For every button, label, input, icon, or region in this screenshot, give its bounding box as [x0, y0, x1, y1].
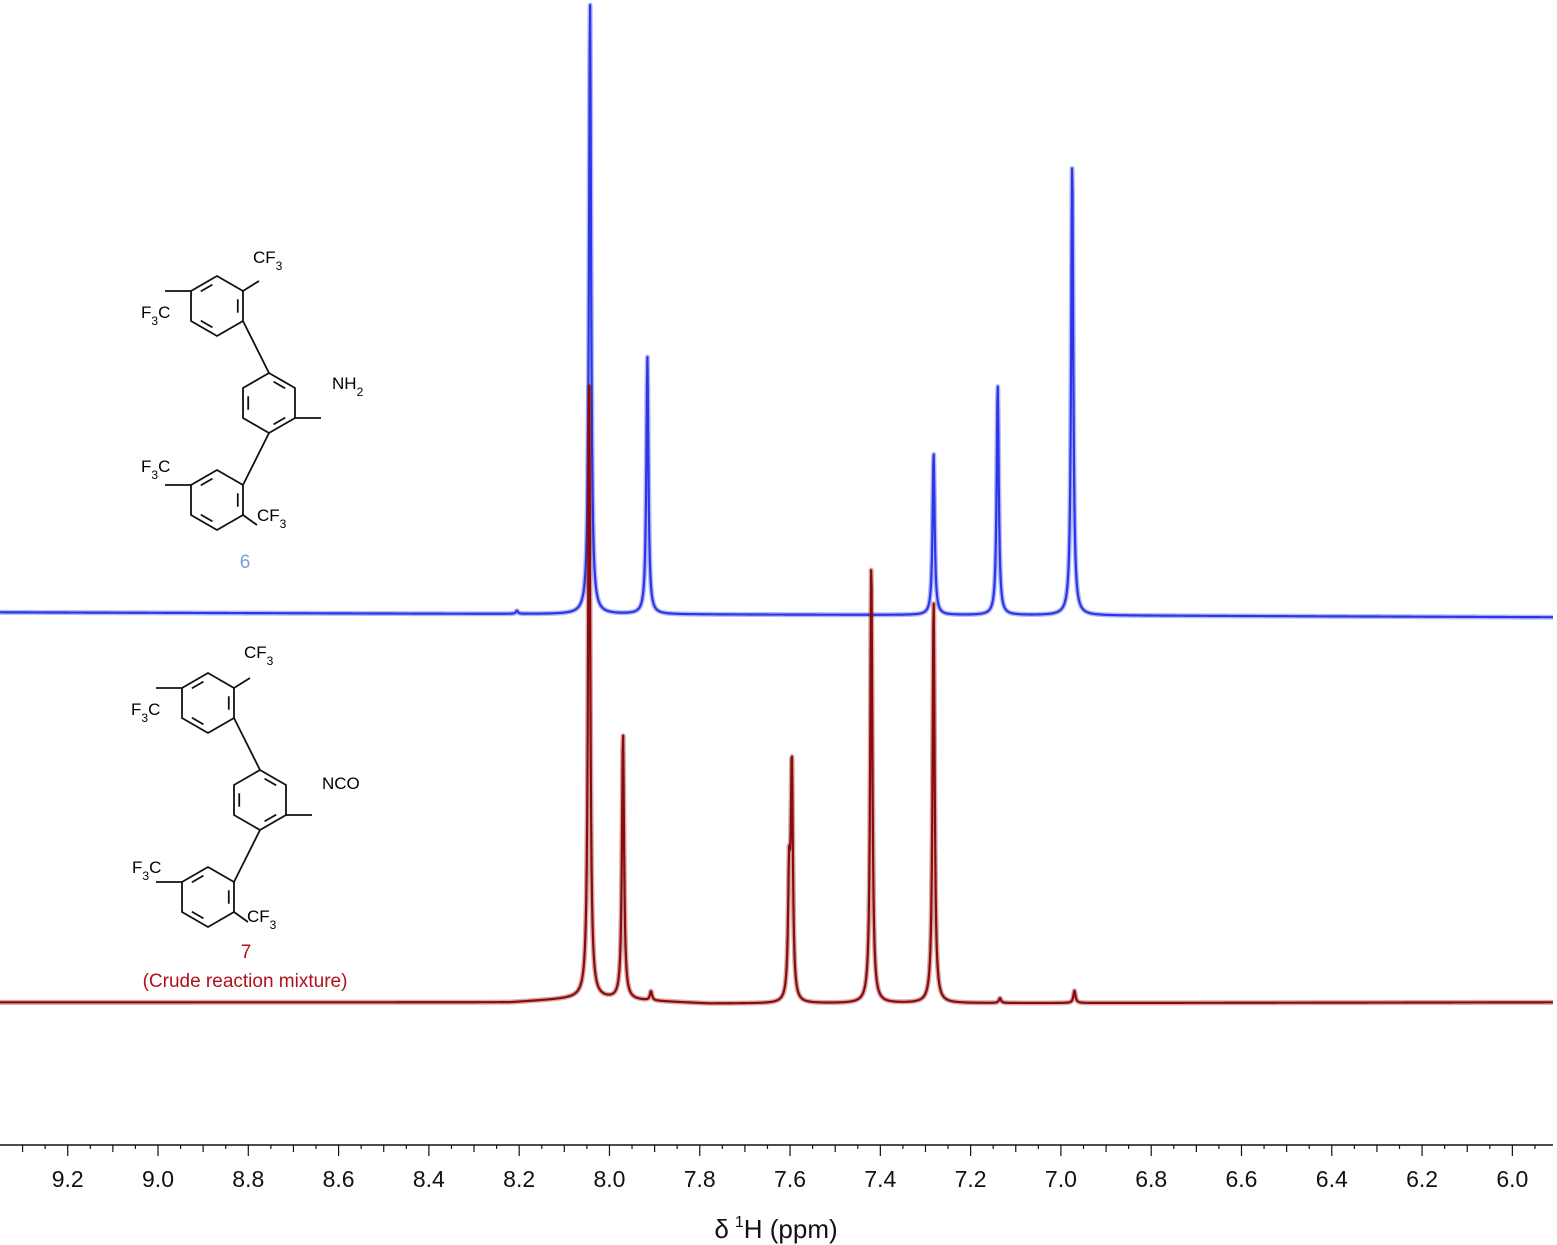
cf3-left-top-label: F3C [131, 700, 160, 725]
double-bond [191, 716, 204, 726]
isocyanate-label: NCO [322, 774, 360, 793]
double-bond [264, 813, 277, 823]
cf3-top-label: CF3 [244, 643, 274, 668]
compound-6-number: 6 [240, 552, 251, 573]
amine-label: NH2 [332, 374, 364, 399]
spectra-layer [0, 2, 1556, 1006]
x-axis: 9.2 9.0 8.8 8.6 8.4 8.2 8.0 7.8 7.6 7.4 7.2 7.0 6.8 6… [0, 1144, 1553, 1192]
double-bond [273, 380, 286, 390]
cf3-bottom-label: CF3 [247, 907, 277, 932]
x-tick-label: 6.0 [1496, 1166, 1528, 1192]
spectrum-compound-6 [0, 4, 1554, 619]
double-bond [264, 777, 277, 787]
single-bond [233, 677, 251, 689]
x-tick-label: 9.0 [142, 1166, 174, 1192]
x-tick-label: 7.0 [1045, 1166, 1077, 1192]
x-tick-label: 8.2 [503, 1166, 535, 1192]
structure-compound-6 [165, 274, 321, 532]
x-tick-label: 6.4 [1316, 1166, 1348, 1192]
x-axis-title: δ 1H (ppm) [714, 1214, 837, 1244]
x-tick-label: 7.8 [684, 1166, 716, 1192]
x-tick-label: 6.6 [1226, 1166, 1258, 1192]
x-tick-label: 8.0 [593, 1166, 625, 1192]
x-tick-label: 7.6 [774, 1166, 806, 1192]
double-bond [191, 910, 204, 920]
compound-7-note: (Crude reaction mixture) [143, 971, 348, 992]
double-bond [200, 283, 213, 293]
x-tick-label: 8.6 [323, 1166, 355, 1192]
single-bond [242, 280, 260, 292]
cf3-top-label: CF3 [253, 248, 283, 273]
x-tick-label: 7.4 [864, 1166, 896, 1192]
single-bond [242, 320, 270, 374]
single-bond [233, 829, 261, 883]
benzene-ring [181, 671, 235, 735]
benzene-ring [242, 371, 296, 435]
structure-6-labels: CF3 F3C NH2 F3C CF3 6 [141, 248, 364, 573]
double-bond [200, 513, 213, 523]
x-axis-ticks: 9.2 9.0 8.8 8.6 8.4 8.2 8.0 7.8 7.6 7.4 7.2 7.0 6.8 6… [21, 1145, 1536, 1192]
x-tick-label: 7.2 [955, 1166, 987, 1192]
single-bond [242, 432, 270, 486]
spectrum-compound-7 [0, 385, 1554, 1005]
double-bond [191, 874, 204, 884]
cf3-left-bottom-label: F3C [141, 457, 170, 482]
structure-compound-7 [156, 671, 312, 929]
benzene-ring [190, 274, 244, 338]
single-bond [233, 717, 261, 771]
benzene-ring [190, 468, 244, 532]
structure-7-labels: CF3 F3C NCO F3C CF3 7 (Crude reaction mi… [131, 643, 360, 992]
single-bond [233, 911, 249, 923]
x-tick-label: 6.8 [1135, 1166, 1167, 1192]
cf3-left-top-label: F3C [141, 303, 170, 328]
benzene-ring [233, 768, 287, 832]
spectrum-6-halo [0, 2, 1556, 620]
x-tick-label: 6.2 [1406, 1166, 1438, 1192]
benzene-ring [181, 865, 235, 929]
compound-7-number: 7 [241, 942, 252, 963]
x-tick-label: 9.2 [52, 1166, 84, 1192]
double-bond [200, 477, 213, 487]
x-tick-label: 8.4 [413, 1166, 445, 1192]
double-bond [191, 680, 204, 690]
double-bond [200, 319, 213, 329]
cf3-left-bottom-label: F3C [132, 858, 161, 883]
x-tick-label: 8.8 [232, 1166, 264, 1192]
cf3-bottom-label: CF3 [257, 506, 287, 531]
double-bond [273, 416, 286, 426]
single-bond [242, 514, 258, 526]
